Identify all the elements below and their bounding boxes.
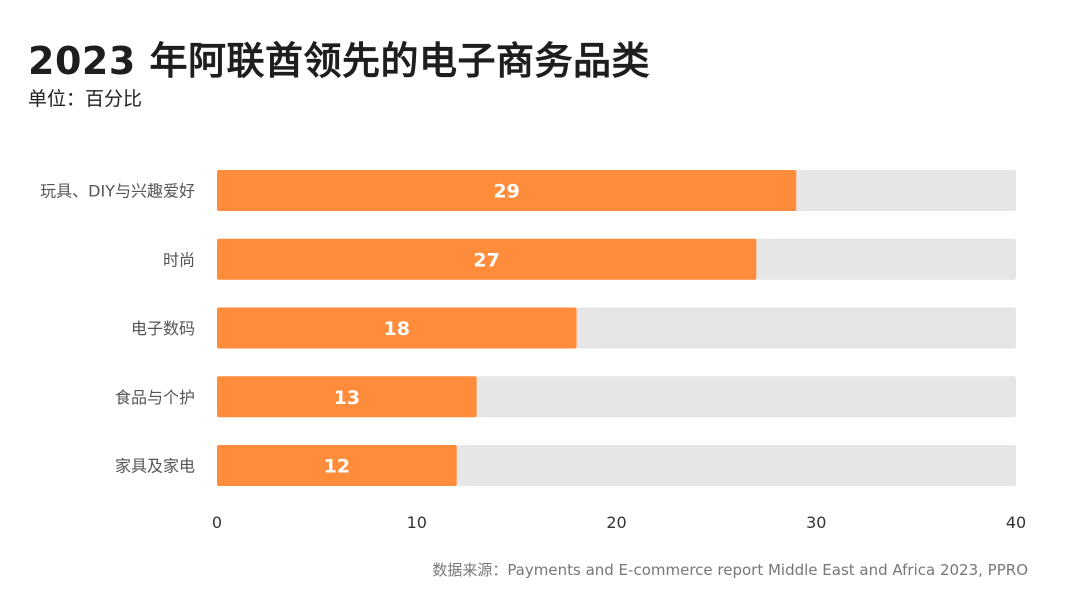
chart-title: 2023 年阿联酋领先的电子商务品类 bbox=[28, 39, 650, 83]
x-tick-label: 10 bbox=[407, 513, 427, 532]
x-tick-label: 30 bbox=[806, 513, 826, 532]
bar-value-label: 12 bbox=[324, 456, 350, 478]
category-label: 时尚 bbox=[163, 250, 195, 269]
category-label: 电子数码 bbox=[131, 319, 195, 338]
bars bbox=[217, 170, 797, 486]
category-label: 玩具、DIY与兴趣爱好 bbox=[40, 182, 195, 201]
bar bbox=[217, 445, 457, 486]
x-tick-label: 20 bbox=[606, 513, 626, 532]
x-tick-label: 0 bbox=[212, 513, 222, 532]
x-axis-ticks: 0 10 20 30 40 bbox=[212, 513, 1026, 532]
bar-value-label: 29 bbox=[493, 181, 519, 203]
bar bbox=[217, 238, 757, 280]
bar bbox=[217, 307, 577, 349]
bar bbox=[217, 376, 477, 418]
bar-value-label: 27 bbox=[473, 249, 499, 271]
bar-value-label: 13 bbox=[334, 387, 360, 409]
data-source-note: 数据来源：Payments and E-commerce report Midd… bbox=[432, 561, 1028, 579]
value-labels: 29 27 18 13 12 bbox=[324, 181, 520, 478]
bar-value-label: 18 bbox=[384, 318, 410, 340]
category-label: 食品与个护 bbox=[115, 388, 195, 407]
bar bbox=[217, 170, 797, 211]
chart-subtitle: 单位：百分比 bbox=[28, 88, 143, 110]
x-tick-label: 40 bbox=[1006, 513, 1026, 532]
category-label: 家具及家电 bbox=[115, 457, 195, 476]
